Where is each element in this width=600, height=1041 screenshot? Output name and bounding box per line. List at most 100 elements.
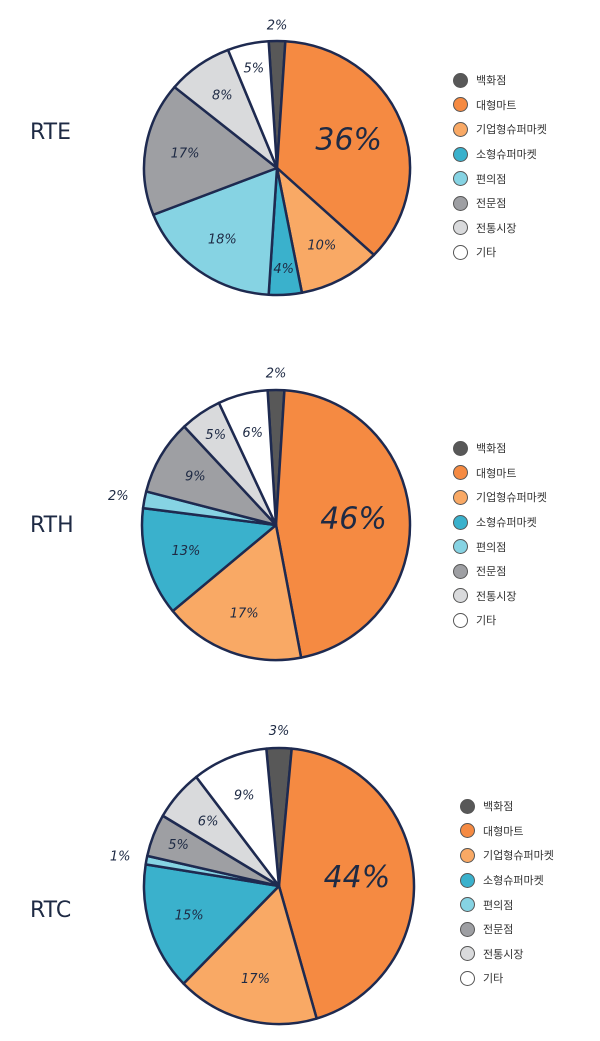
- legend-label: 기타: [476, 614, 497, 628]
- legend-swatch: [453, 440, 468, 456]
- legend-label: 기업형슈퍼마켓: [476, 123, 547, 137]
- slice-corp-supermarket: [275, 166, 376, 294]
- legend-item: 대형마트: [460, 819, 554, 844]
- legend-item: 대형마트: [453, 93, 547, 118]
- legend-item: 백화점: [453, 436, 547, 461]
- legend-item: 소형슈퍼마켓: [453, 142, 547, 167]
- legend-label: 전문점: [476, 197, 507, 211]
- data-label: 44%: [324, 860, 391, 895]
- legend-item: 기타: [453, 608, 547, 633]
- legend-label: 대형마트: [483, 824, 524, 838]
- legend-swatch: [453, 171, 468, 187]
- legend-label: 소형슈퍼마켓: [483, 874, 544, 888]
- legend-label: 전통시장: [476, 221, 517, 235]
- data-label: 15%: [175, 908, 204, 923]
- legend-label: 백화점: [476, 442, 507, 456]
- legend-swatch: [460, 946, 475, 962]
- legend-swatch: [460, 798, 475, 814]
- legend-swatch: [453, 612, 468, 628]
- legend-label: 편의점: [476, 540, 507, 554]
- legend-item: 전통시장: [453, 584, 547, 609]
- legend-item: 대형마트: [453, 461, 547, 486]
- legend: 백화점 대형마트 기업형슈퍼마켓 소형슈퍼마켓 편의점 전문점 전통시장 기타: [453, 68, 547, 265]
- legend-item: 전통시장: [453, 216, 547, 241]
- data-label: 3%: [269, 724, 290, 739]
- legend-item: 전통시장: [460, 942, 554, 967]
- pie-chart: 2% 36% 10% 4% 18% 17% 8% 5%: [142, 18, 412, 297]
- chart-panel-rtc: RTC 3% 44% 17% 15% 1% 5% 6% 9% 백화점 대형마트 기업형슈퍼마켓…: [0, 706, 600, 1036]
- slice-small-supermarket: [142, 863, 281, 985]
- legend-label: 대형마트: [476, 466, 517, 480]
- legend-swatch: [453, 121, 468, 137]
- legend-swatch: [453, 244, 468, 260]
- data-label: 13%: [171, 544, 200, 559]
- legend-swatch: [453, 220, 468, 236]
- chart-title: RTE: [30, 120, 72, 145]
- legend-swatch: [460, 823, 475, 839]
- legend-item: 전문점: [453, 559, 547, 584]
- legend-swatch: [460, 872, 475, 888]
- legend-item: 백화점: [453, 68, 547, 93]
- legend-label: 편의점: [483, 898, 514, 912]
- data-label: 46%: [320, 502, 387, 537]
- data-label: 9%: [185, 469, 206, 484]
- slice-others: [217, 389, 278, 527]
- legend-item: 기업형슈퍼마켓: [460, 843, 554, 868]
- legend-label: 전문점: [476, 565, 507, 579]
- legend-label: 편의점: [476, 172, 507, 186]
- legend-label: 기업형슈퍼마켓: [476, 491, 547, 505]
- legend-label: 소형슈퍼마켓: [476, 516, 537, 530]
- data-label: 5%: [243, 61, 264, 76]
- legend-swatch: [453, 97, 468, 113]
- chart-title: RTC: [30, 898, 72, 923]
- slice-specialty-store: [142, 85, 279, 217]
- legend-label: 기타: [476, 246, 497, 260]
- slice-hypermarket: [275, 40, 412, 257]
- slice-convenience-store: [152, 166, 279, 296]
- legend-swatch: [453, 514, 468, 530]
- legend-swatch: [453, 539, 468, 555]
- legend-item: 전문점: [460, 917, 554, 942]
- legend-swatch: [453, 489, 468, 505]
- data-label: 5%: [205, 428, 226, 443]
- legend-swatch: [460, 897, 475, 913]
- legend-item: 편의점: [460, 892, 554, 917]
- legend-item: 전문점: [453, 191, 547, 216]
- legend-item: 기업형슈퍼마켓: [453, 117, 547, 142]
- legend-item: 편의점: [453, 166, 547, 191]
- legend-label: 전통시장: [483, 947, 524, 961]
- legend-item: 기타: [460, 966, 554, 991]
- legend-swatch: [453, 146, 468, 162]
- slice-others: [226, 40, 279, 170]
- legend-item: 기타: [453, 240, 547, 265]
- legend-swatch: [453, 195, 468, 211]
- legend-label: 백화점: [483, 800, 514, 814]
- legend-label: 백화점: [476, 74, 507, 88]
- slice-corp-supermarket: [182, 884, 318, 1026]
- legend-swatch: [453, 465, 468, 481]
- slice-others: [195, 747, 281, 888]
- legend-swatch: [453, 72, 468, 88]
- legend-label: 소형슈퍼마켓: [476, 148, 537, 162]
- chart-title: RTH: [30, 513, 74, 538]
- data-label: 2%: [108, 489, 129, 504]
- slice-corp-supermarket: [171, 523, 303, 662]
- legend-label: 전문점: [483, 923, 514, 937]
- data-label: 36%: [315, 122, 382, 157]
- legend-swatch: [453, 588, 468, 604]
- data-label: 6%: [198, 815, 219, 830]
- legend-label: 대형마트: [476, 98, 517, 112]
- data-label: 17%: [171, 147, 200, 162]
- legend-item: 백화점: [460, 794, 554, 819]
- legend-swatch: [460, 847, 475, 863]
- data-label: 5%: [168, 838, 189, 853]
- legend-swatch: [460, 921, 475, 937]
- legend-item: 편의점: [453, 534, 547, 559]
- legend: 백화점 대형마트 기업형슈퍼마켓 소형슈퍼마켓 편의점 전문점 전통시장 기타: [453, 436, 547, 633]
- data-label: 18%: [208, 232, 237, 247]
- chart-panel-rth: RTH 2% 46% 17% 13% 2% 9% 5% 6% 백화점 대형마트 기업형슈퍼마켓…: [0, 345, 600, 675]
- data-label: 17%: [230, 606, 259, 621]
- chart-panel-rte: RTE 2% 36% 10% 4% 18% 17% 8% 5% 백화점 대형마트 기업형슈퍼마…: [0, 0, 600, 330]
- legend-swatch: [453, 563, 468, 579]
- data-label: 9%: [234, 789, 255, 804]
